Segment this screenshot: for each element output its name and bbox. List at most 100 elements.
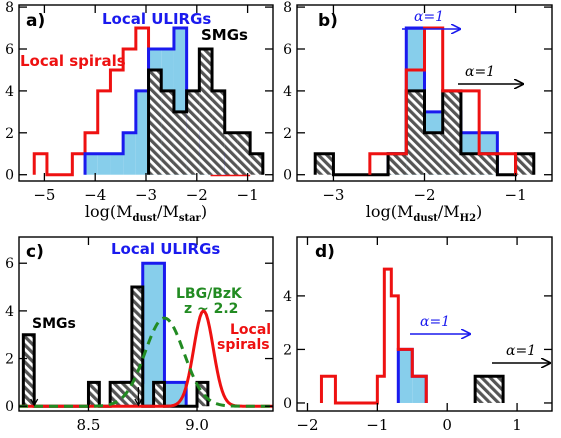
panel-b-smgs-outline bbox=[313, 89, 536, 177]
panel-a-xlabel: log(Mdust/Mstar) bbox=[85, 202, 207, 224]
panel-c-spirals-curve bbox=[19, 309, 273, 408]
panel-a-xtick-label: −1 bbox=[237, 186, 259, 204]
panel-c-lbg-label: LBG/BzK bbox=[176, 286, 243, 302]
panel-b-smgs-bar bbox=[479, 153, 498, 175]
panel-a-label: a) bbox=[26, 11, 45, 31]
panel-b-smgs-bar bbox=[442, 90, 461, 175]
panel-c-ulirgs-label: Local ULIRGs bbox=[111, 240, 220, 258]
panel-c-label: c) bbox=[26, 242, 44, 262]
panel-a-smgs-bar bbox=[250, 153, 263, 175]
panel-a-smgs-outline bbox=[147, 47, 265, 175]
panel-a-ulirgs-bar bbox=[110, 153, 124, 175]
panel-a-spirals-label: Local spirals bbox=[20, 52, 126, 70]
panel-c-spirals-label: spirals bbox=[217, 337, 270, 353]
panel-a-ulirgs-bar bbox=[85, 153, 98, 175]
panel-d-ytick-label: 0 bbox=[283, 396, 292, 412]
panel-d-xtick-label: −1 bbox=[366, 416, 388, 434]
panel-b-xlabel: log(Mdust/MH2) bbox=[366, 202, 483, 224]
panel-d-smgs-bar bbox=[489, 376, 504, 403]
panel-b-ytick-label: 2 bbox=[283, 126, 292, 142]
panel-a-ytick-label: 6 bbox=[5, 42, 14, 58]
panel-c-smgs-bar bbox=[88, 382, 100, 407]
panel-b-smgs-bar bbox=[388, 153, 407, 175]
panel-b-marks bbox=[313, 26, 536, 177]
panel-c: 8.5 9.0 0 2 4 6 c) Local ULIRGs LBG/BzK z ~ 2… bbox=[5, 236, 274, 434]
panel-d-axes: −2 −1 0 1 0 2 4 bbox=[283, 237, 552, 434]
panel-c-xtick-label: 8.5 bbox=[77, 416, 101, 434]
panel-c-frame bbox=[18, 236, 274, 412]
panel-b-smgs-bar bbox=[460, 153, 480, 175]
panel-b-smgs-bar bbox=[315, 153, 334, 175]
panel-a-ytick-label: 2 bbox=[5, 126, 14, 142]
panel-c-marks bbox=[19, 261, 273, 408]
panel-a-ulirgs-bar bbox=[123, 132, 136, 175]
panel-c-lbg-z-label: z ~ 2.2 bbox=[184, 301, 238, 317]
panel-c-axes: 8.5 9.0 0 2 4 6 bbox=[5, 237, 273, 434]
panel-d-xtick-label: 0 bbox=[442, 416, 452, 434]
panel-c-ytick-label: 6 bbox=[5, 256, 14, 272]
panel-a-ytick-label: 0 bbox=[5, 168, 14, 184]
panel-b-smgs-bar bbox=[515, 153, 534, 175]
panel-d-smgs-outline bbox=[473, 374, 505, 403]
panel-b-smgs-bar bbox=[424, 132, 443, 175]
panel-d-label: d) bbox=[315, 242, 335, 262]
panel-d-marks bbox=[319, 267, 505, 405]
panel-c-smgs-bar bbox=[197, 382, 208, 407]
panel-d-smgs-bar bbox=[475, 376, 490, 403]
panel-c-smgs-bar bbox=[110, 382, 122, 407]
panel-a-xtick-label: −2 bbox=[186, 186, 208, 204]
panel-c-smgs-bar bbox=[23, 334, 35, 407]
panel-b-alpha-blue: α=1 bbox=[414, 9, 444, 25]
panel-a-xtick-label: −5 bbox=[33, 186, 55, 204]
panel-a-ulirgs-bar bbox=[97, 153, 111, 175]
panel-d-xtick-label: 1 bbox=[512, 416, 522, 434]
panel-a-xtick-label: −4 bbox=[84, 186, 106, 204]
panel-c-ytick-label: 4 bbox=[5, 304, 14, 320]
panel-c-local-label: Local bbox=[230, 322, 271, 338]
panel-c-smgs-label: SMGs bbox=[32, 316, 76, 332]
panel-b-xtick-label: −2 bbox=[413, 186, 435, 204]
panel-b-ytick-label: 8 bbox=[283, 0, 292, 16]
panel-c-limit-arrow bbox=[30, 387, 39, 407]
panel-d-xtick-label: −2 bbox=[296, 416, 318, 434]
panel-b: −3 −2 −1 0 2 4 6 8 b) α=1 α=1 log(Mdust/MH2) bbox=[283, 0, 553, 224]
panel-d-ulirgs-bar bbox=[398, 349, 413, 403]
panel-a-smgs-bar bbox=[237, 132, 251, 175]
panel-a-ulirgs-bar bbox=[135, 90, 149, 175]
panel-d-ytick-label: 4 bbox=[283, 289, 292, 305]
panel-a-smgs-label: SMGs bbox=[201, 26, 248, 44]
panel-a-smgs-bar bbox=[173, 111, 187, 175]
panel-b-ytick-label: 6 bbox=[283, 42, 292, 58]
panel-d-alpha-black: α=1 bbox=[506, 343, 536, 359]
panel-c-limit-arrow bbox=[134, 387, 143, 407]
panel-d: −2 −1 0 1 0 2 4 d) α=1 α=1 bbox=[283, 236, 553, 434]
panel-b-axes: −3 −2 −1 0 2 4 6 8 bbox=[283, 0, 552, 204]
panel-a-smgs-bar bbox=[148, 69, 162, 175]
panel-a-smgs-bar bbox=[199, 49, 213, 175]
panel-c-ytick-label: 2 bbox=[5, 352, 14, 368]
panel-b-spirals-outline bbox=[368, 26, 518, 175]
panel-a-smgs-bar bbox=[224, 132, 238, 175]
panel-d-ulirgs-bar bbox=[412, 376, 427, 403]
panel-d-spirals-outline bbox=[319, 267, 428, 405]
panel-d-frame bbox=[296, 236, 553, 412]
panel-b-xtick-label: −3 bbox=[322, 186, 344, 204]
panel-a-smgs-bar bbox=[212, 90, 225, 175]
panel-b-ytick-label: 0 bbox=[283, 168, 292, 184]
panel-b-smgs-bar bbox=[406, 90, 425, 175]
panel-c-ulirgs-bar bbox=[142, 263, 165, 407]
panel-c-smgs-bar bbox=[153, 382, 165, 407]
panel-d-alpha-blue: α=1 bbox=[420, 314, 450, 330]
panel-a-marks bbox=[32, 26, 265, 177]
panel-a-ulirgs-label: Local ULIRGs bbox=[102, 10, 211, 28]
panel-a: −5 −4 −3 −2 −1 0 2 4 6 8 a) Local ULIRGs Local sp… bbox=[5, 0, 274, 224]
panel-a-smgs-bar bbox=[186, 90, 200, 175]
panel-a-ytick-label: 4 bbox=[5, 84, 14, 100]
panel-b-xtick-label: −1 bbox=[505, 186, 527, 204]
panel-b-alpha-black: α=1 bbox=[465, 64, 495, 80]
panel-b-label: b) bbox=[318, 11, 338, 31]
panel-a-axes: −5 −4 −3 −2 −1 0 2 4 6 8 bbox=[5, 0, 273, 204]
panel-a-smgs-bar bbox=[161, 90, 174, 175]
panel-c-xtick-label: 9.0 bbox=[185, 416, 209, 434]
panel-d-ytick-label: 2 bbox=[283, 342, 292, 358]
